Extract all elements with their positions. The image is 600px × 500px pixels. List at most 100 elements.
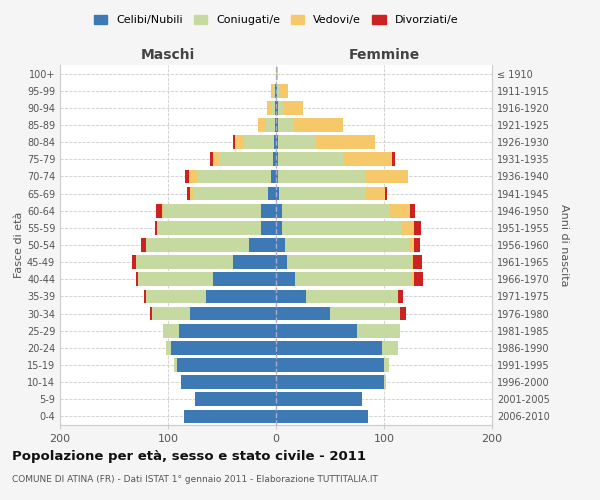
Bar: [276, 324, 357, 338]
Bar: [276, 290, 306, 304]
Bar: [163, 324, 179, 338]
Bar: [343, 152, 392, 166]
Bar: [271, 84, 273, 98]
Bar: [278, 170, 365, 183]
Y-axis label: Anni di nascita: Anni di nascita: [559, 204, 569, 286]
Bar: [261, 221, 276, 234]
Bar: [276, 66, 278, 80]
Bar: [278, 101, 284, 114]
Text: Popolazione per età, sesso e stato civile - 2011: Popolazione per età, sesso e stato civil…: [12, 450, 366, 463]
Bar: [266, 118, 275, 132]
Bar: [384, 358, 389, 372]
Bar: [391, 204, 410, 218]
Bar: [284, 238, 409, 252]
Bar: [161, 204, 164, 218]
Bar: [412, 272, 414, 286]
Bar: [382, 341, 398, 354]
Bar: [184, 410, 276, 424]
Bar: [149, 306, 152, 320]
Bar: [365, 186, 385, 200]
Bar: [276, 152, 278, 166]
Bar: [233, 136, 235, 149]
Bar: [276, 84, 277, 98]
Bar: [244, 136, 274, 149]
Bar: [414, 221, 421, 234]
Bar: [210, 152, 214, 166]
Bar: [197, 170, 271, 183]
Bar: [268, 101, 271, 114]
Bar: [206, 290, 276, 304]
Bar: [156, 204, 161, 218]
Bar: [187, 186, 190, 200]
Bar: [283, 204, 391, 218]
Bar: [357, 324, 400, 338]
Text: Femmine: Femmine: [349, 48, 419, 62]
Bar: [155, 221, 157, 234]
Bar: [413, 256, 422, 269]
Bar: [275, 118, 276, 132]
Bar: [271, 170, 276, 183]
Bar: [279, 84, 288, 98]
Bar: [164, 204, 261, 218]
Bar: [400, 306, 406, 320]
Bar: [287, 256, 411, 269]
Bar: [171, 341, 276, 354]
Bar: [409, 238, 414, 252]
Bar: [195, 392, 276, 406]
Bar: [276, 306, 330, 320]
Bar: [233, 256, 276, 269]
Bar: [185, 170, 188, 183]
Bar: [273, 84, 275, 98]
Bar: [190, 186, 193, 200]
Bar: [276, 376, 384, 389]
Bar: [385, 186, 387, 200]
Bar: [136, 272, 138, 286]
Bar: [188, 170, 197, 183]
Bar: [411, 256, 413, 269]
Bar: [157, 221, 158, 234]
Bar: [414, 272, 423, 286]
Bar: [175, 358, 176, 372]
Bar: [401, 221, 414, 234]
Y-axis label: Fasce di età: Fasce di età: [14, 212, 24, 278]
Bar: [190, 306, 276, 320]
Bar: [133, 256, 136, 269]
Text: Maschi: Maschi: [141, 48, 195, 62]
Bar: [276, 410, 368, 424]
Bar: [273, 152, 276, 166]
Bar: [179, 324, 276, 338]
Bar: [295, 118, 343, 132]
Bar: [276, 204, 283, 218]
Bar: [268, 186, 276, 200]
Bar: [141, 238, 146, 252]
Bar: [276, 221, 283, 234]
Bar: [152, 306, 190, 320]
Bar: [392, 152, 395, 166]
Bar: [158, 221, 261, 234]
Bar: [275, 84, 276, 98]
Legend: Celibi/Nubili, Coniugati/e, Vedovi/e, Divorziati/e: Celibi/Nubili, Coniugati/e, Vedovi/e, Di…: [89, 10, 463, 30]
Bar: [219, 152, 273, 166]
Bar: [144, 290, 146, 304]
Bar: [283, 221, 401, 234]
Bar: [276, 170, 278, 183]
Bar: [274, 136, 276, 149]
Bar: [166, 341, 171, 354]
Bar: [277, 84, 279, 98]
Bar: [138, 272, 214, 286]
Bar: [235, 136, 244, 149]
Bar: [276, 118, 278, 132]
Bar: [193, 186, 268, 200]
Bar: [276, 186, 279, 200]
Bar: [284, 101, 303, 114]
Bar: [278, 152, 343, 166]
Bar: [316, 136, 376, 149]
Bar: [276, 341, 382, 354]
Bar: [181, 376, 276, 389]
Bar: [276, 238, 284, 252]
Bar: [214, 272, 276, 286]
Bar: [276, 256, 287, 269]
Bar: [136, 256, 233, 269]
Bar: [306, 290, 398, 304]
Bar: [278, 118, 295, 132]
